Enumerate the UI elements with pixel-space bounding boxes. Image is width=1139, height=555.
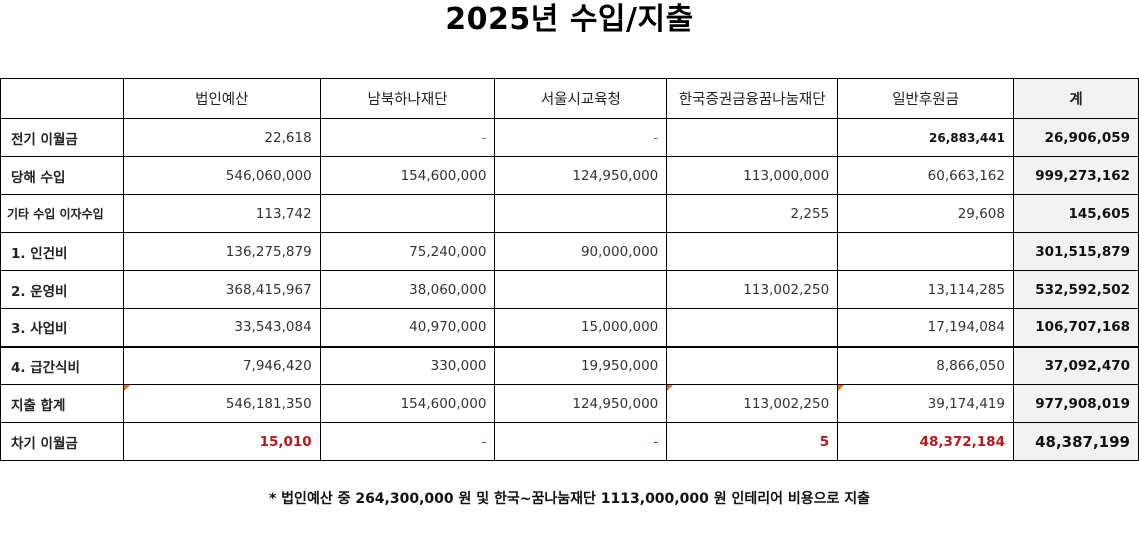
- table-row-prior-carryover: 전기 이월금 22,618 - - 26,883,441 26,906,059: [0, 118, 1139, 157]
- cell-value[interactable]: 136,275,879: [122, 232, 321, 271]
- cell-value[interactable]: 330,000: [319, 345, 496, 385]
- cell-value[interactable]: 15,010: [122, 422, 321, 461]
- cell-value[interactable]: [666, 232, 839, 271]
- table-row-meal-snack-costs: 4. 급간식비 7,946,420 330,000 19,950,000 8,8…: [0, 345, 1139, 385]
- row-total[interactable]: 145,605: [1012, 194, 1139, 233]
- cell-value[interactable]: 8,866,050: [837, 345, 1014, 385]
- row-label[interactable]: 전기 이월금: [0, 118, 124, 157]
- row-total[interactable]: 48,387,199: [1012, 422, 1139, 461]
- header-namnuk-hana-foundation[interactable]: 남북하나재단: [319, 78, 496, 119]
- table-row-next-carryover: 차기 이월금 15,010 - - 5 48,372,184 48,387,19…: [0, 422, 1139, 461]
- cell-value[interactable]: -: [319, 118, 496, 157]
- row-label[interactable]: 2. 운영비: [0, 270, 124, 309]
- cell-value[interactable]: 40,970,000: [319, 308, 496, 347]
- cell-value[interactable]: 75,240,000: [319, 232, 496, 271]
- cell-value[interactable]: 124,950,000: [494, 384, 668, 423]
- cell-value[interactable]: [494, 194, 668, 233]
- cell-value[interactable]: 7,946,420: [122, 345, 321, 385]
- comment-indicator-icon[interactable]: [667, 385, 674, 391]
- cell-value[interactable]: -: [319, 422, 496, 461]
- income-expense-table: 법인예산 남북하나재단 서울시교육청 한국증권금융꿈나눔재단 일반후원금 계 전…: [0, 78, 1139, 461]
- row-label[interactable]: 1. 인건비: [0, 232, 124, 271]
- table-row-personnel-costs: 1. 인건비 136,275,879 75,240,000 90,000,000…: [0, 232, 1139, 271]
- row-label[interactable]: 3. 사업비: [0, 308, 124, 347]
- cell-value[interactable]: [666, 118, 839, 157]
- header-seoul-education-office[interactable]: 서울시교육청: [494, 78, 668, 119]
- comment-indicator-icon[interactable]: [124, 385, 130, 391]
- row-total[interactable]: 977,908,019: [1012, 384, 1139, 423]
- header-total[interactable]: 계: [1012, 78, 1139, 119]
- footnote: * 법인예산 중 264,300,000 원 및 한국~꿈나눔재단 1113,0…: [268, 491, 871, 507]
- table-row-expense-total: 지출 합계 546,181,350 154,600,000 124,950,00…: [0, 384, 1139, 423]
- cell-value[interactable]: 19,950,000: [494, 345, 668, 385]
- cell-value-with-comment[interactable]: 546,181,350: [122, 384, 321, 423]
- cell-value[interactable]: 13,114,285: [837, 270, 1014, 309]
- row-total[interactable]: 999,273,162: [1012, 156, 1139, 195]
- header-corporate-budget[interactable]: 법인예산: [122, 78, 321, 119]
- table-row-program-costs: 3. 사업비 33,543,084 40,970,000 15,000,000 …: [0, 308, 1139, 347]
- cell-value[interactable]: 113,002,250: [666, 270, 839, 309]
- table-row-operating-costs: 2. 운영비 368,415,967 38,060,000 113,002,25…: [0, 270, 1139, 309]
- cell-text: 113,002,250: [743, 395, 830, 412]
- cell-value[interactable]: [837, 232, 1014, 271]
- row-total[interactable]: 37,092,470: [1012, 345, 1139, 385]
- cell-value[interactable]: 113,000,000: [666, 156, 839, 195]
- cell-value[interactable]: 22,618: [122, 118, 321, 157]
- cell-value-with-comment[interactable]: 39,174,419: [837, 384, 1014, 423]
- table-row-current-income: 당해 수입 546,060,000 154,600,000 124,950,00…: [0, 156, 1139, 195]
- row-total[interactable]: 26,906,059: [1012, 118, 1139, 157]
- cell-value[interactable]: 38,060,000: [319, 270, 496, 309]
- cell-value-with-comment[interactable]: 113,002,250: [666, 384, 839, 423]
- cell-value[interactable]: 90,000,000: [494, 232, 668, 271]
- cell-value[interactable]: 113,742: [122, 194, 321, 233]
- cell-value[interactable]: 60,663,162: [837, 156, 1014, 195]
- cell-value[interactable]: 154,600,000: [319, 156, 496, 195]
- cell-value[interactable]: -: [494, 118, 668, 157]
- cell-value[interactable]: 2,255: [666, 194, 839, 233]
- cell-value[interactable]: [666, 308, 839, 347]
- cell-value[interactable]: 17,194,084: [837, 308, 1014, 347]
- cell-value[interactable]: -: [494, 422, 668, 461]
- comment-indicator-icon[interactable]: [838, 385, 845, 391]
- cell-value[interactable]: 33,543,084: [122, 308, 321, 347]
- cell-value[interactable]: 26,883,441: [837, 118, 1014, 157]
- cell-value[interactable]: 124,950,000: [494, 156, 668, 195]
- row-label[interactable]: 지출 합계: [0, 384, 124, 423]
- row-label[interactable]: 기타 수입 이자수입: [0, 194, 124, 233]
- row-total[interactable]: 532,592,502: [1012, 270, 1139, 309]
- cell-value[interactable]: [494, 270, 668, 309]
- row-label[interactable]: 당해 수입: [0, 156, 124, 195]
- row-label[interactable]: 4. 급간식비: [0, 345, 124, 385]
- page-title: 2025년 수입/지출: [445, 2, 694, 37]
- row-label[interactable]: 차기 이월금: [0, 422, 124, 461]
- cell-value[interactable]: 48,372,184: [837, 422, 1014, 461]
- header-general-donations[interactable]: 일반후원금: [837, 78, 1014, 119]
- table-row-other-interest-income: 기타 수입 이자수입 113,742 2,255 29,608 145,605: [0, 194, 1139, 233]
- cell-value[interactable]: [666, 345, 839, 385]
- cell-text: 39,174,419: [927, 395, 1005, 412]
- cell-value[interactable]: 29,608: [837, 194, 1014, 233]
- cell-value[interactable]: 154,600,000: [319, 384, 496, 423]
- cell-value[interactable]: 546,060,000: [122, 156, 321, 195]
- row-total[interactable]: 106,707,168: [1012, 308, 1139, 347]
- header-ksfc-dream-sharing-foundation[interactable]: 한국증권금융꿈나눔재단: [666, 78, 839, 119]
- cell-value[interactable]: 15,000,000: [494, 308, 668, 347]
- header-corner-cell[interactable]: [0, 78, 124, 119]
- cell-value[interactable]: 5: [666, 422, 839, 461]
- header-row: 법인예산 남북하나재단 서울시교육청 한국증권금융꿈나눔재단 일반후원금 계: [0, 78, 1139, 119]
- cell-value[interactable]: [319, 194, 496, 233]
- row-total[interactable]: 301,515,879: [1012, 232, 1139, 271]
- cell-text: 546,181,350: [225, 395, 312, 412]
- cell-value[interactable]: 368,415,967: [122, 270, 321, 309]
